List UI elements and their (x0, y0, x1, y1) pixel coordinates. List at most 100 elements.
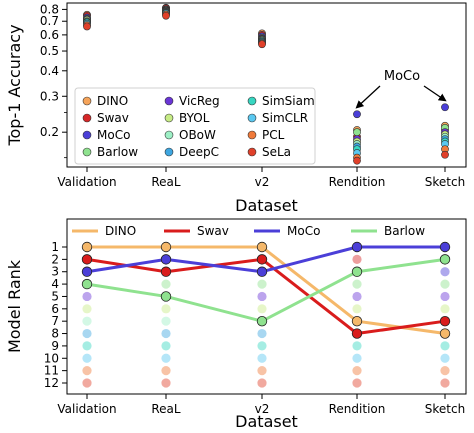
rank-point-dino-rendition (351, 315, 363, 327)
rank-point-swav-validation (81, 254, 93, 265)
bottom-y-tick-label: 7 (51, 314, 59, 328)
top-legend-marker-moco (82, 130, 92, 140)
rank-dot-11-rendition (352, 366, 362, 376)
top-legend-marker-obow (164, 130, 174, 140)
moco-annotation-text: MoCo (384, 69, 420, 84)
rank-dot-9-v2 (257, 341, 267, 351)
top-legend-marker-simsiam (247, 96, 257, 106)
top-legend-box (74, 87, 316, 165)
rank-dot-12-sketch (440, 378, 450, 388)
bottom-x-tick-label-sketch: Sketch (425, 402, 465, 416)
rank-dot-5-rendition (352, 291, 362, 302)
top-legend: DINO Swav MoCo Barlow VicReg BYOL OBoW DeepC Sim… (74, 87, 316, 165)
top-x-tick-label-rendition: Rendition (329, 175, 386, 189)
rank-dot-8-real (161, 328, 171, 339)
rank-dot-11-v2 (257, 366, 267, 376)
top-legend-marker-swav (82, 113, 92, 123)
top-y-axis: 0.2 0.3 0.4 0.5 0.60.70.8 (40, 2, 67, 159)
top-legend-marker-dino (82, 96, 92, 106)
top-legend-marker-barlow (82, 147, 92, 157)
rank-dot-2-rendition (352, 254, 362, 264)
rank-point-barlow-real (160, 291, 172, 302)
rank-dot-5-sketch (440, 291, 450, 302)
moco-arrow-rendition (355, 85, 381, 109)
rank-dot-5-validation (82, 291, 92, 302)
top-legend-label-deepc: DeepC (179, 145, 219, 159)
rank-dot-10-v2 (257, 353, 267, 363)
top-chart: 0.2 0.3 0.4 0.5 0.60.70.8 Validation ReaL v2 Re… (5, 2, 467, 215)
rank-dot-12-validation (82, 378, 92, 388)
rank-point-dino-real (160, 241, 172, 253)
bottom-legend: DINO Swav MoCo Barlow (72, 224, 425, 238)
rank-point-swav-real (160, 266, 172, 277)
moco-annotation: MoCo (355, 69, 447, 109)
bottom-y-tick-label: 10 (44, 351, 59, 365)
top-plot-frame (66, 2, 467, 168)
top-legend-label-pcl: PCL (262, 128, 285, 142)
top-legend-marker-byol (164, 113, 174, 123)
top-y-axis-label: Top-1 Accuracy (5, 24, 24, 146)
bottom-x-tick-label-rendition: Rendition (329, 402, 386, 416)
rank-dot-6-sketch (440, 304, 450, 314)
top-y-tick-label: 0.4 (40, 64, 59, 78)
rank-dot-4-real (161, 279, 171, 289)
point-moco-rendition (353, 110, 361, 119)
bottom-x-tick-label-validation: Validation (57, 402, 116, 416)
rank-dot-6-real (161, 304, 171, 314)
bottom-y-tick-label: 9 (51, 339, 59, 353)
rank-dot-7-real (161, 316, 171, 326)
rank-dot-8-v2 (257, 328, 267, 339)
rank-point-barlow-sketch (439, 254, 451, 265)
rank-point-dino-v2 (256, 241, 268, 253)
bottom-y-tick-label: 5 (51, 289, 59, 303)
top-legend-label-dino: DINO (97, 94, 128, 108)
rank-point-dino-validation (81, 241, 93, 253)
top-y-tick-label: 0.6 (40, 28, 59, 42)
bottom-x-tick-label-real: ReaL (151, 402, 181, 416)
bottom-legend-label-barlow: Barlow (384, 224, 425, 238)
top-legend-marker-vicreg (164, 96, 174, 106)
rank-dot-12-rendition (352, 378, 362, 388)
top-legend-marker-deepc (164, 147, 174, 157)
point-sela-rendition (353, 156, 361, 165)
bottom-legend-label-dino: DINO (105, 224, 136, 238)
top-x-tick-label-real: ReaL (151, 175, 181, 189)
rank-dot-12-v2 (257, 378, 267, 388)
bottom-y-tick-label: 6 (51, 302, 59, 316)
rank-dot-10-rendition (352, 353, 362, 363)
rank-dot-10-sketch (440, 353, 450, 363)
rank-dot-3-sketch (440, 267, 450, 277)
bottom-rank-lines (81, 241, 451, 339)
rank-point-moco-v2 (256, 266, 268, 277)
rank-dot-9-rendition (352, 341, 362, 351)
top-legend-label-swav: Swav (97, 111, 129, 125)
point-sela-sketch (441, 150, 449, 159)
point-sela-real (162, 11, 170, 20)
top-scatter-points (83, 3, 449, 165)
bottom-x-axis-label: Dataset (235, 412, 298, 431)
rank-dot-5-v2 (257, 291, 267, 302)
top-x-tick-label-validation: Validation (57, 175, 116, 189)
bottom-y-tick-label: 11 (44, 364, 59, 378)
point-barlow-rendition (353, 128, 361, 137)
rank-point-moco-validation (81, 266, 93, 277)
bottom-y-tick-label: 8 (51, 327, 59, 341)
top-y-tick-label: 0.5 (40, 44, 59, 58)
bottom-x-tick-label-v2: v2 (255, 402, 270, 416)
rank-point-barlow-v2 (256, 315, 268, 327)
rank-dot-7-validation (82, 316, 92, 326)
rank-dot-10-validation (82, 353, 92, 363)
bottom-y-tick-label: 1 (51, 240, 59, 254)
rank-point-moco-sketch (439, 241, 451, 253)
top-y-tick-label: 0.8 (40, 2, 59, 16)
rank-dot-6-rendition (352, 304, 362, 314)
bottom-legend-label-moco: MoCo (287, 224, 320, 238)
bottom-x-axis: Validation ReaL v2 Rendition Sketch (57, 394, 465, 416)
rank-dot-4-v2 (257, 279, 267, 289)
rank-dot-11-validation (82, 366, 92, 376)
rank-dot-4-rendition (352, 279, 362, 289)
bottom-y-tick-label: 12 (44, 376, 59, 390)
